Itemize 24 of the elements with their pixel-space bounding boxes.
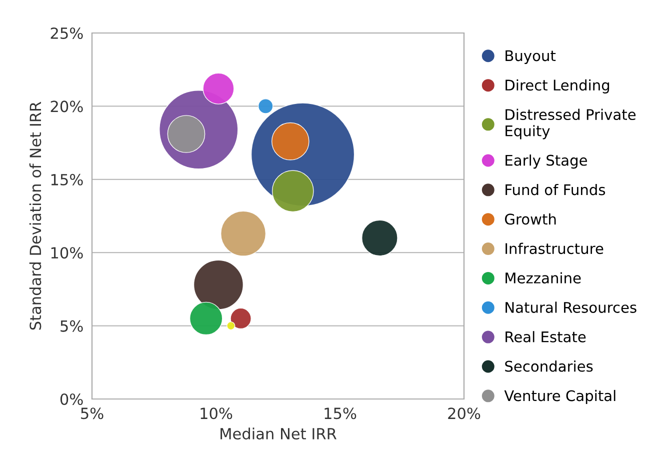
legend-label: Direct Lending: [506, 79, 610, 94]
y-tick-label: 5%: [60, 320, 83, 332]
y-tick-label: 10%: [51, 247, 83, 259]
x-tick-label: 10%: [200, 408, 232, 420]
legend-label: Distressed Private Equity: [506, 108, 636, 140]
y-tick-label: 25%: [50, 27, 83, 40]
legend-label: Buyout: [506, 50, 556, 64]
legend-label: Venture Capital: [504, 390, 616, 404]
y-tick-label: 0%: [60, 393, 83, 406]
legend-label: Real Estate: [506, 331, 586, 342]
x-axis-title: Median Net IRR: [220, 428, 336, 440]
legend-label: Early Stage: [506, 154, 588, 169]
legend-label: Fund of Funds: [506, 184, 606, 196]
x-tick-label: 20%: [448, 408, 480, 420]
legend-label: Natural Resources: [506, 302, 636, 313]
y-axis-title: Standard Deviation of Net IRR: [29, 102, 42, 330]
x-tick-label: 5%: [81, 408, 104, 420]
x-tick-label: 15%: [324, 408, 356, 420]
y-tick-label: 15%: [51, 174, 83, 186]
legend-label: Infrastructure: [506, 242, 604, 254]
legend-label: Growth: [504, 213, 556, 225]
y-tick-label: 20%: [50, 100, 83, 112]
legend-label: Secondaries: [505, 360, 593, 372]
legend-label: Mezzanine: [506, 272, 581, 284]
